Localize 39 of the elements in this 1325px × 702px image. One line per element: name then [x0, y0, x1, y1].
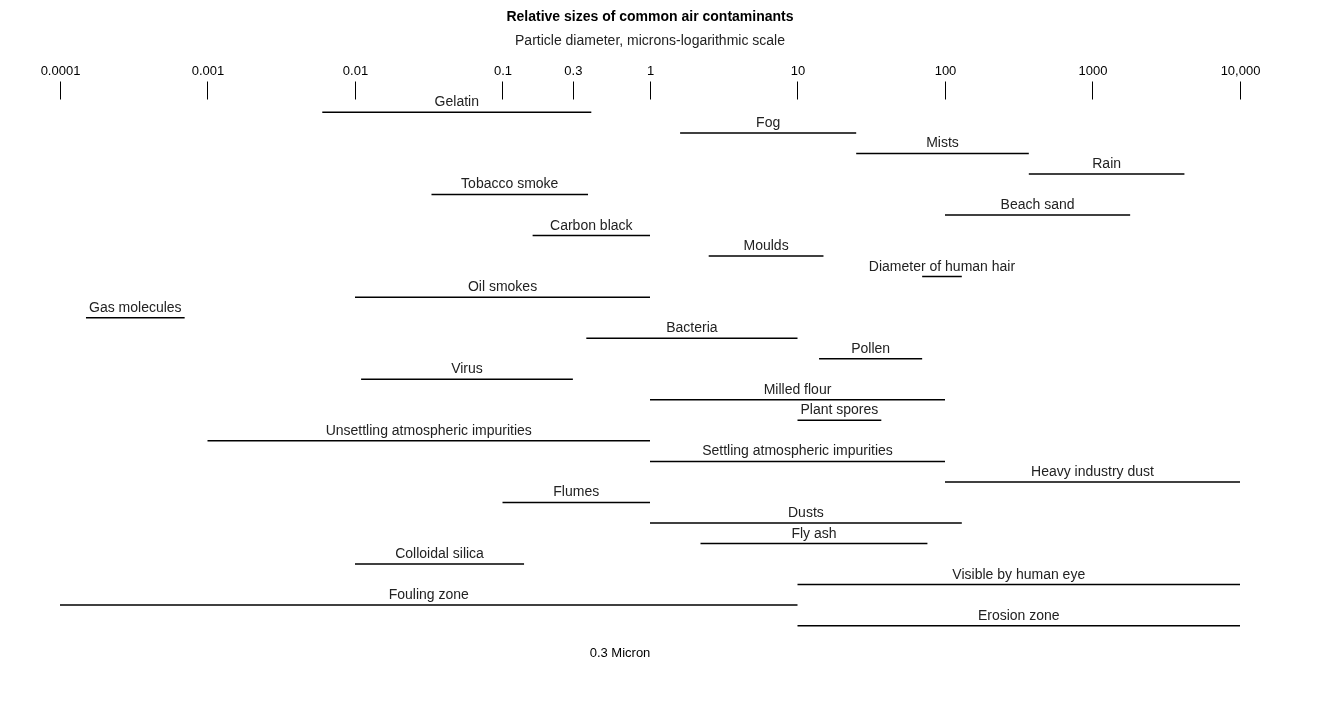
x-tick-label: 1000: [1078, 62, 1108, 78]
x-tick-label: 0.001: [191, 62, 225, 78]
y-tick-label: Visible by human eye: [952, 565, 1086, 582]
y-tick-label: Erosion zone: [977, 606, 1060, 623]
y-tick-label: Gelatin: [434, 93, 479, 110]
y-tick-label: Flumes: [553, 483, 600, 500]
y-tick-label: Colloidal silica: [395, 545, 485, 562]
y-tick-label: Unsettling atmospheric impurities: [325, 421, 532, 438]
chart-subtitle: Particle diameter, microns-logarithmic scale: [515, 32, 786, 48]
x-tick-label: 0.0001: [40, 62, 81, 78]
chart-title: Relative sizes of common air contaminants: [506, 8, 794, 24]
y-tick-label: Moulds: [743, 237, 789, 254]
y-tick-label: Heavy industry dust: [1031, 462, 1155, 479]
y-tick-label: Fog: [756, 113, 781, 130]
y-tick-label: Virus: [451, 360, 483, 377]
y-tick-label: Diameter of human hair: [868, 257, 1016, 274]
y-tick-label: Milled flour: [763, 380, 832, 397]
y-tick-label: Oil smokes: [467, 278, 538, 295]
y-tick-label: Beach sand: [1000, 196, 1075, 213]
x-tick-label: 10: [790, 62, 806, 78]
y-tick-label: Fly ash: [791, 524, 837, 541]
text: 0.3 Micron: [589, 645, 651, 660]
y-tick-label: Mists: [926, 134, 959, 151]
y-tick-label: Tobacco smoke: [461, 175, 559, 192]
y-tick-label: Dusts: [788, 503, 824, 520]
x-tick-label: 10,000: [1220, 62, 1261, 78]
y-tick-label: Settling atmospheric impurities: [702, 442, 893, 459]
x-tick-label: 100: [934, 62, 957, 78]
x-tick-label: 0.01: [342, 62, 369, 78]
y-tick-label: Rain: [1092, 154, 1122, 171]
y-tick-label: Gas molecules: [89, 298, 182, 315]
x-tick-label: 0.1: [493, 62, 513, 78]
y-tick-label: Bacteria: [666, 319, 718, 336]
y-tick-label: Plant spores: [800, 401, 879, 418]
x-tick-label: 0.3: [564, 62, 583, 78]
x-tick-label: 1: [646, 62, 655, 78]
y-tick-label: Pollen: [851, 339, 891, 356]
y-tick-label: Carbon black: [550, 216, 634, 233]
y-tick-label: Fouling zone: [388, 586, 470, 603]
